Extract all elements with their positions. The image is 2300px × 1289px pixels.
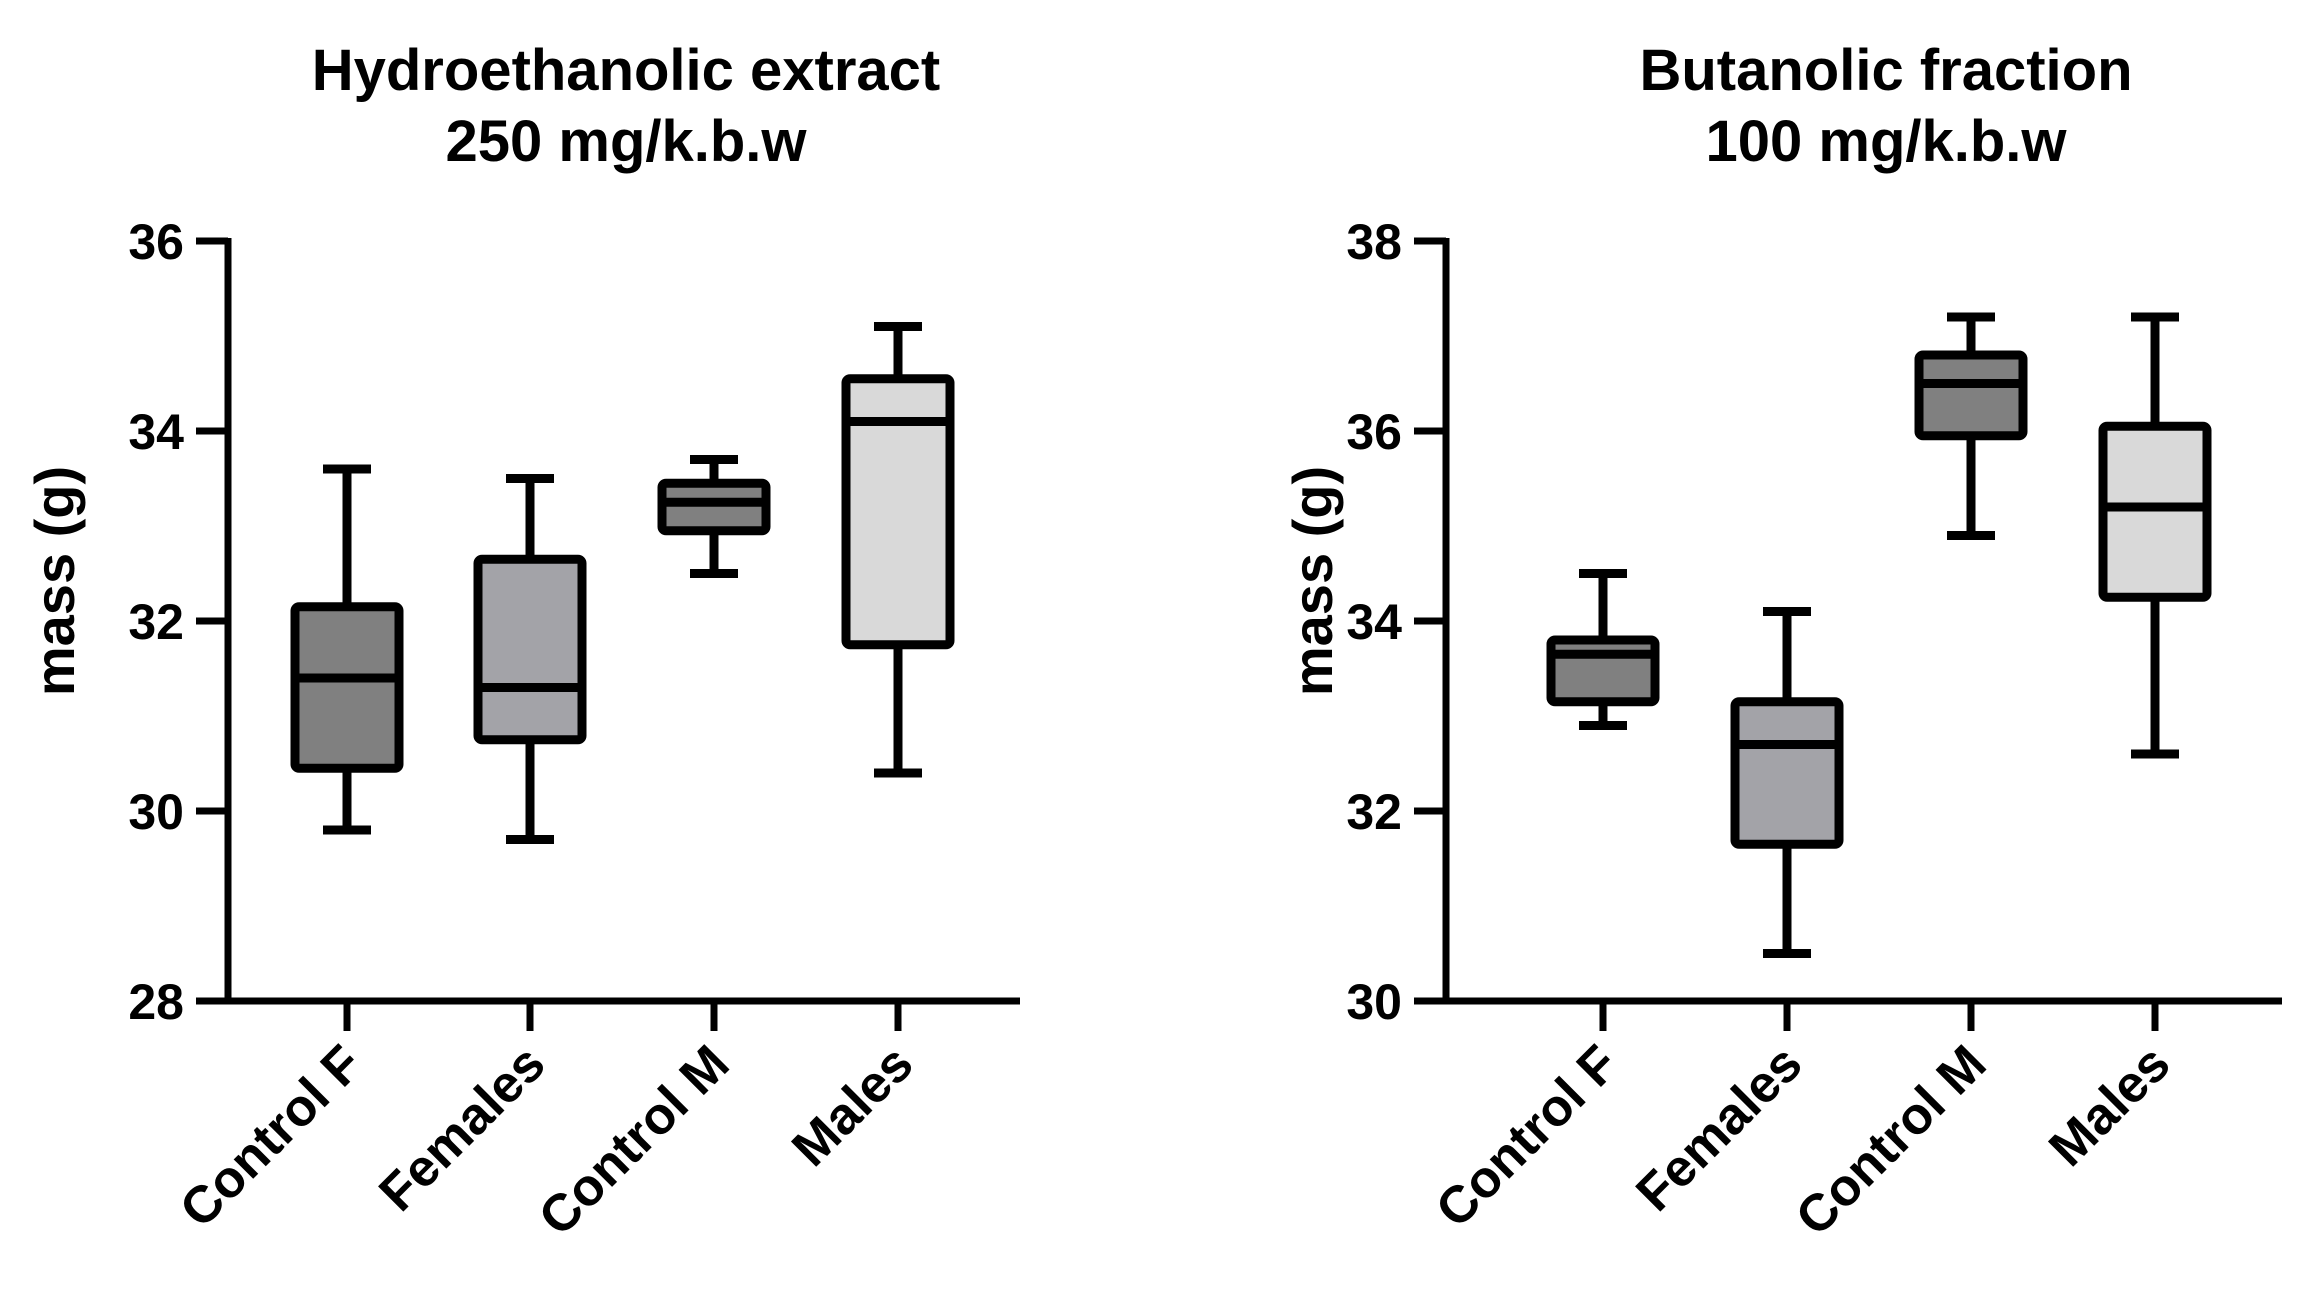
y-tick-label: 32	[1346, 784, 1402, 840]
x-category-label: Females	[1625, 1034, 1813, 1222]
chart-title-line: 250 mg/k.b.w	[445, 109, 807, 174]
iqr-box	[2098, 421, 2212, 602]
y-tick-label: 34	[128, 404, 184, 460]
iqr-box	[290, 602, 404, 773]
box-control-f	[1546, 569, 1660, 730]
x-category-label: Females	[368, 1034, 556, 1222]
chart-title-line: Hydroethanolic extract	[312, 38, 941, 103]
box-control-m	[1914, 312, 2028, 540]
box-males	[841, 322, 955, 778]
y-axis-label: mass (g)	[23, 466, 86, 696]
x-category-label: Control M	[1785, 1034, 1998, 1247]
y-tick-label: 30	[128, 784, 184, 840]
iqr-box	[1914, 350, 2028, 441]
box-control-f	[290, 464, 404, 835]
iqr-box	[473, 554, 587, 745]
x-category-label: Control F	[1425, 1034, 1629, 1238]
x-category-label: Males	[2038, 1034, 2181, 1177]
chart-title-line: Butanolic fraction	[1639, 38, 2132, 103]
y-axis-label: mass (g)	[1281, 466, 1344, 696]
box-males	[2098, 312, 2212, 759]
y-tick-label: 36	[1346, 404, 1402, 460]
y-tick-label: 30	[1346, 974, 1402, 1030]
y-tick-label: 38	[1346, 214, 1402, 270]
x-category-label: Control M	[528, 1034, 741, 1247]
iqr-box	[1546, 635, 1660, 707]
box-control-m	[657, 455, 771, 578]
y-tick-label: 32	[128, 594, 184, 650]
iqr-box	[657, 478, 771, 536]
x-category-label: Control F	[169, 1034, 373, 1238]
y-tick-label: 36	[128, 214, 184, 270]
y-tick-label: 28	[128, 974, 184, 1030]
box-females	[1730, 607, 1844, 958]
iqr-box	[841, 374, 955, 650]
x-category-label: Males	[781, 1034, 924, 1177]
box-females	[473, 474, 587, 844]
iqr-box	[1730, 697, 1844, 849]
chart-title-line: 100 mg/k.b.w	[1705, 109, 2067, 174]
y-tick-label: 34	[1346, 594, 1402, 650]
